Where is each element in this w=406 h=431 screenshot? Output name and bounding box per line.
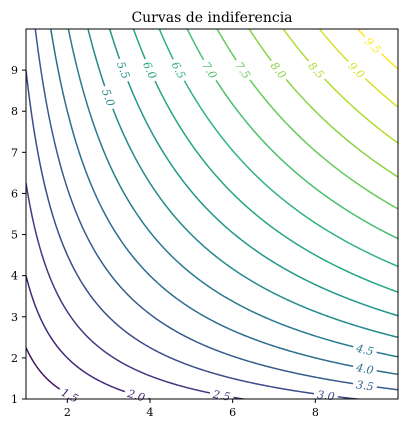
contour-label: 5.0 (99, 87, 117, 108)
contour-label-bg (197, 56, 222, 85)
contour-line (26, 275, 154, 399)
contour-line (318, 29, 398, 108)
contour-line (87, 29, 398, 339)
contour-line (282, 29, 398, 144)
contour-line (26, 398, 28, 399)
contour-label-bg (352, 376, 378, 395)
contour-label-bg (230, 56, 256, 84)
contour-label: 5.5 (114, 60, 132, 81)
y-tick-label: 6 (11, 187, 18, 200)
contour-label-bg (166, 56, 191, 84)
contour-label-bg (343, 56, 371, 84)
y-tick-label: 8 (11, 105, 18, 118)
contour-lines (26, 29, 398, 399)
x-tick-label: 6 (229, 406, 236, 419)
contour-line (248, 29, 398, 178)
contour-label-bg (122, 385, 150, 406)
y-tick-label: 2 (11, 352, 18, 365)
plot-frame (25, 28, 399, 400)
contour-label-bg (359, 31, 387, 59)
contour-line (186, 29, 398, 240)
contour-label-bg (112, 56, 135, 84)
x-tick-label: 2 (64, 406, 71, 419)
contour-line (158, 29, 398, 268)
contour-label: 3.5 (355, 378, 374, 393)
contour-line (26, 70, 364, 399)
contour-line (132, 29, 398, 293)
contour-label-bg (313, 386, 339, 404)
contour-line (50, 29, 398, 376)
contour-label-bg (351, 359, 379, 378)
contour-line (67, 29, 398, 358)
contour-label-bg (303, 56, 330, 84)
y-axis-ticks: 1 2 3 4 5 6 7 8 9 (11, 64, 26, 406)
x-tick-label: 4 (147, 406, 154, 419)
contour-label: 6.0 (140, 60, 159, 81)
contour-line (108, 29, 398, 317)
y-tick-label: 3 (11, 311, 18, 324)
contour-line (216, 29, 398, 210)
contour-line (26, 183, 248, 399)
y-tick-label: 9 (11, 64, 18, 77)
contour-label-bg (208, 386, 235, 405)
contour-label: 4.0 (354, 361, 375, 377)
contour-line (34, 29, 398, 391)
contour-label: 2.5 (211, 388, 232, 404)
y-tick-label: 5 (11, 229, 18, 242)
x-tick-label: 8 (312, 406, 319, 419)
contour-label-bg (265, 56, 292, 84)
y-tick-label: 7 (11, 146, 18, 159)
contour-label: 3.0 (316, 388, 335, 403)
contour-label-bg (138, 56, 162, 84)
chart-title: Curvas de indiferencia (131, 10, 292, 26)
x-axis-ticks: 2 4 6 8 (64, 399, 319, 419)
contour-label-bg (98, 83, 120, 112)
contour-label: 4.5 (354, 342, 375, 359)
contour-label: 2.0 (125, 387, 146, 405)
y-tick-label: 4 (11, 270, 18, 283)
contour-label-bg (56, 383, 84, 408)
y-tick-label: 1 (11, 393, 18, 406)
contour-label-bg (351, 340, 379, 360)
